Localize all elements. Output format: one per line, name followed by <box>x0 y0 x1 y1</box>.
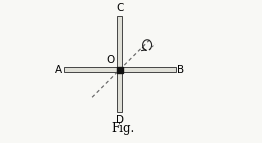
Text: A: A <box>55 65 62 75</box>
Text: C: C <box>116 3 123 13</box>
Bar <box>64 67 176 72</box>
Text: B: B <box>177 65 184 75</box>
Text: O: O <box>106 55 114 65</box>
Text: Fig.: Fig. <box>111 122 134 135</box>
Bar <box>117 16 122 112</box>
Text: D: D <box>116 115 124 125</box>
